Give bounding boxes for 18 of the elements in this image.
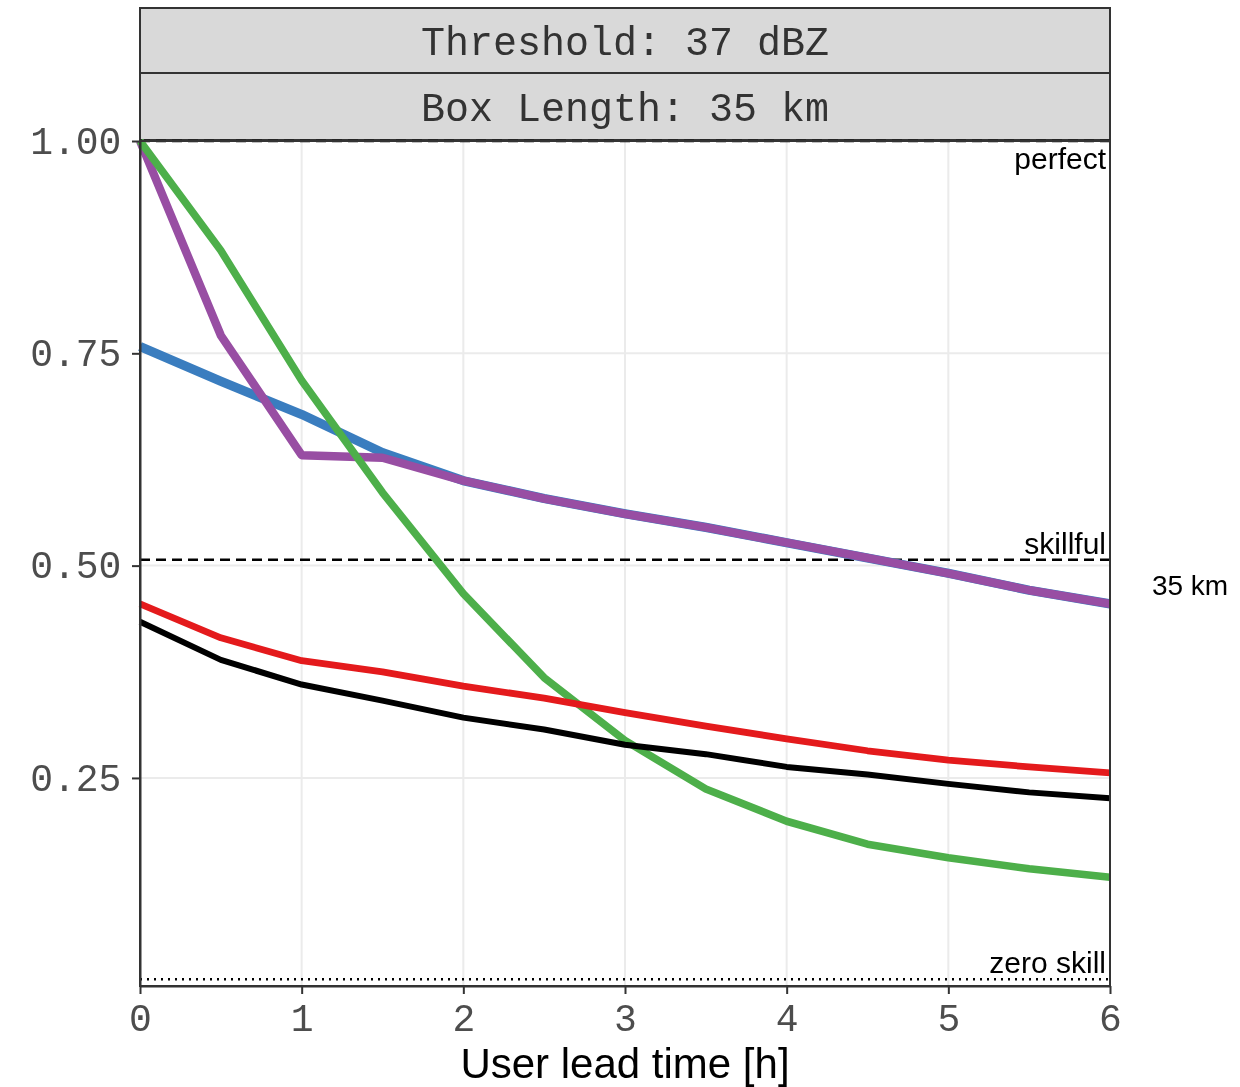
x-tick-label: 3 [614, 999, 637, 1043]
y-tick-label: 0.25 [30, 758, 122, 802]
x-tick-label: 6 [1099, 999, 1122, 1043]
y-tick-label: 0.50 [30, 546, 122, 590]
y-tick-label: 1.00 [30, 121, 122, 165]
chart-subtitle: Box Length: 35 km [420, 87, 830, 133]
text: 35 km [1151, 570, 1229, 601]
y-tick-label: 0.75 [30, 333, 122, 377]
ref-line-label: perfect [1014, 142, 1107, 175]
x-tick-label: 5 [937, 999, 961, 1043]
chart-title: Threshold: 37 dBZ [420, 21, 830, 67]
x-tick-label: 2 [452, 999, 476, 1043]
x-tick-label: 1 [290, 999, 314, 1043]
x-axis-title: User lead time [h] [460, 1040, 790, 1087]
ref-line-label: zero skill [989, 946, 1106, 980]
x-tick-label: 0 [129, 999, 152, 1043]
x-tick-label: 4 [775, 999, 799, 1043]
ref-line-label: skillful [1024, 526, 1106, 560]
